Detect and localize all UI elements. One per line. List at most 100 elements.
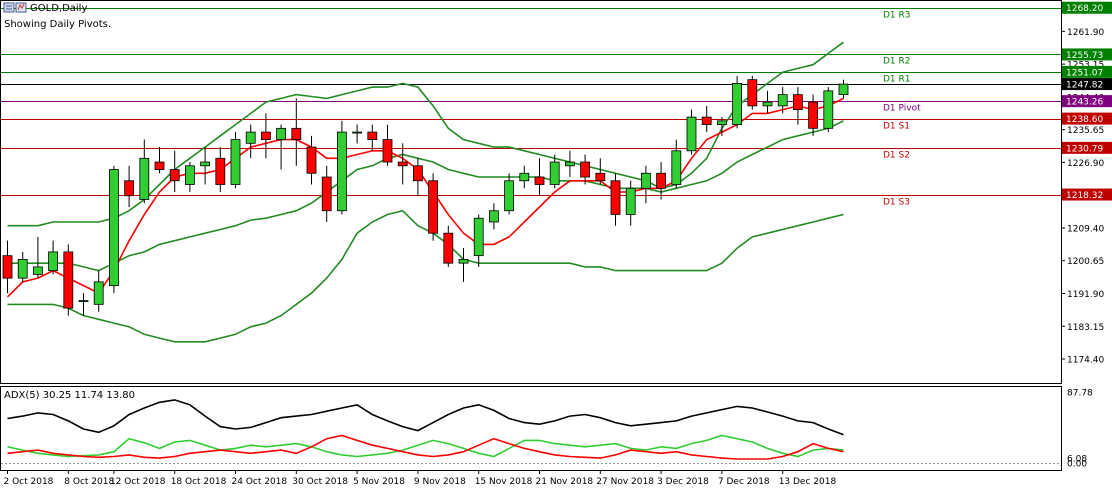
bull-candle-body <box>200 161 211 167</box>
candle <box>488 203 499 230</box>
bull-candle-body <box>504 180 515 212</box>
candle <box>443 225 454 267</box>
bull-candle-body <box>488 210 499 223</box>
bear-candle-body <box>367 131 378 140</box>
bull-candle-body <box>823 90 834 129</box>
x-tick-label: 21 Nov 2018 <box>536 477 594 487</box>
bull-candle-body <box>519 172 530 182</box>
symbol-title: GOLD,Daily <box>30 3 87 14</box>
candle <box>33 236 43 279</box>
y-tick-label: 1174.40 <box>1067 356 1104 366</box>
bear-candle-body <box>382 139 393 163</box>
price-tag-d1-r1: 1251.07 <box>1062 65 1112 78</box>
bull-candle-body <box>139 157 150 200</box>
bear-candle-body <box>610 180 621 215</box>
price-tag-text: 1243.26 <box>1066 98 1103 108</box>
header-icons <box>3 2 27 13</box>
bear-candle-body <box>291 127 302 140</box>
candle <box>260 113 271 159</box>
y-tick-label: 1235.65 <box>1067 126 1104 136</box>
candle <box>124 165 134 207</box>
candle <box>610 173 621 226</box>
x-tick-label: 30 Oct 2018 <box>292 477 348 487</box>
bear-candle-body <box>397 161 408 167</box>
price-tag-text: 1230.79 <box>1066 144 1103 154</box>
bear-candle-body <box>747 79 758 107</box>
candle <box>215 147 226 192</box>
bollinger-lower-band <box>7 209 844 343</box>
pivot-label: D1 S1 <box>883 122 910 132</box>
candle <box>428 173 439 241</box>
candle <box>109 165 119 294</box>
candle <box>701 105 712 133</box>
bull-candle-body <box>717 120 727 125</box>
bull-candle-body <box>458 259 469 264</box>
adx-series-plusminus-di <box>7 434 844 458</box>
price-tag-text: 1238.60 <box>1066 115 1103 125</box>
bull-candle-body <box>276 127 287 140</box>
bull-candle-body <box>671 150 682 185</box>
candle <box>382 124 393 166</box>
price-tag-box <box>1062 95 1112 108</box>
bull-candle-body <box>777 94 788 107</box>
price-tag-box <box>1062 112 1112 125</box>
x-tick-label: 18 Oct 2018 <box>171 477 227 487</box>
bear-candle-body <box>595 172 606 182</box>
adx-y-tick-label: 6.08 <box>1067 455 1087 465</box>
y-tick-label: 1200.65 <box>1067 257 1104 267</box>
y-tick-label: 1226.90 <box>1067 159 1104 169</box>
trade-icon <box>15 2 27 13</box>
bear-candle-body <box>2 255 13 279</box>
bear-candle-body <box>154 161 165 170</box>
y-tick-label: 1183.15 <box>1067 323 1104 333</box>
candle <box>63 244 74 316</box>
bull-candle-body <box>230 139 241 185</box>
bear-candle-body <box>63 251 74 309</box>
candle <box>580 154 590 185</box>
x-tick-label: 7 Dec 2018 <box>718 477 770 487</box>
adx-title: ADX(5) 30.25 11.74 13.80 <box>4 390 135 401</box>
bull-candle-body <box>549 161 560 185</box>
price-tag-box <box>1062 1 1112 14</box>
price-tag-d1-r3: 1268.20 <box>1062 1 1112 14</box>
adx-series-adx <box>7 399 844 436</box>
bear-candle-body <box>534 176 545 185</box>
bull-candle-body <box>184 165 195 185</box>
pivot-label: D1 R2 <box>883 57 911 67</box>
candle <box>625 180 636 226</box>
candle <box>78 293 89 316</box>
bull-candle-body <box>352 131 363 134</box>
candle <box>595 158 606 185</box>
candle <box>291 98 302 166</box>
bull-candle-body <box>78 300 89 303</box>
y-tick-label: 1253.15 <box>1067 61 1104 71</box>
price-tag-text: 1247.82 <box>1066 81 1103 91</box>
bear-candle-body <box>808 101 818 129</box>
candle <box>565 150 575 178</box>
candle <box>93 270 104 312</box>
bollinger-middle-band <box>7 120 844 272</box>
candle <box>458 248 469 282</box>
bull-candle-body <box>33 266 43 275</box>
candle <box>367 124 378 151</box>
candle <box>336 120 347 215</box>
pivot-label: D1 R1 <box>883 75 911 85</box>
candle <box>276 124 287 170</box>
main-panel-frame <box>0 0 1062 384</box>
price-tag-text: 1268.20 <box>1066 4 1103 14</box>
y-tick-label: 1261.90 <box>1067 28 1104 38</box>
moving-average-line <box>6 97 844 298</box>
candle <box>154 147 165 174</box>
candle <box>306 135 317 185</box>
x-tick-label: 24 Oct 2018 <box>232 477 288 487</box>
candle <box>717 117 727 136</box>
adx-series-minus-di <box>7 434 844 460</box>
candle <box>519 165 530 189</box>
current-price-tag: 1247.82 <box>1062 78 1112 91</box>
candle <box>823 87 834 133</box>
price-tag-d1-s2: 1230.79 <box>1062 141 1112 154</box>
candle <box>230 132 241 189</box>
bull-candle-body <box>245 131 256 144</box>
